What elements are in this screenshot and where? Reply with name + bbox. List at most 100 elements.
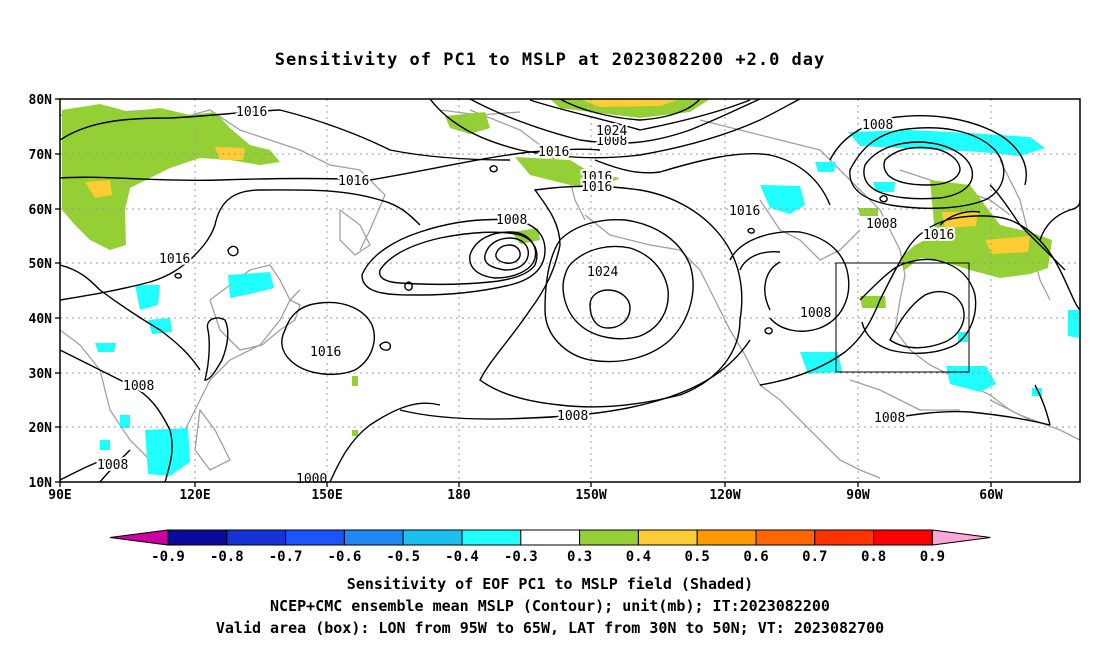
- colorbar-cell: [755, 529, 816, 546]
- positive-shading-green: [550, 99, 710, 118]
- colorbar-cell: [226, 529, 287, 546]
- sensitivity-shading: [62, 99, 1080, 476]
- colorbar-cell: [579, 529, 639, 546]
- contour-label: 1016: [310, 345, 341, 360]
- negative-shading-cyan: [120, 415, 130, 428]
- negative-shading-cyan: [815, 162, 836, 172]
- lon-tick-label: 90W: [846, 488, 870, 503]
- colorbar-tick-label: -0.3: [504, 549, 538, 565]
- lon-tick-label: 120E: [179, 488, 210, 503]
- contour-label: 1008: [800, 306, 831, 321]
- negative-shading-cyan: [800, 352, 842, 374]
- positive-shading-yellow: [985, 236, 1030, 254]
- negative-shading-cyan: [228, 272, 274, 298]
- contour-label: 1008: [866, 217, 897, 232]
- lat-tick-label: 20N: [29, 421, 53, 436]
- negative-shading-cyan: [760, 185, 805, 214]
- positive-shading-green: [62, 104, 280, 250]
- lat-tick-label: 60N: [29, 203, 53, 218]
- contour-label: 1016: [581, 170, 612, 185]
- contour-label: 1016: [923, 228, 954, 243]
- colorbar-tick-label: -0.5: [386, 549, 420, 565]
- contour-label: 1000: [296, 472, 327, 487]
- lat-tick-labels: 80N 70N 60N 50N 40N 30N 20N 10N: [29, 93, 53, 491]
- negative-shading-cyan: [135, 285, 160, 310]
- caption-shading: Sensitivity of EOF PC1 to MSLP field (Sh…: [346, 575, 754, 593]
- map-panel: 1016 1016 1016 1016 1016 1016 1016 1016 …: [29, 93, 1081, 503]
- colorbar-tick-label: 0.3: [567, 549, 592, 565]
- contour-label: 1008: [862, 118, 893, 133]
- lat-tick-label: 30N: [29, 367, 53, 382]
- colorbar-tick-label: -0.9: [151, 549, 185, 565]
- colorbar-tick-label: -0.4: [445, 549, 479, 565]
- colorbar-cell: [696, 529, 757, 546]
- positive-shading-green: [352, 376, 358, 386]
- lon-tick-labels: 90E 120E 150E 180 150W 120W 90W 60W: [48, 488, 1003, 503]
- positive-shading-yellow: [580, 99, 680, 107]
- positive-shading-yellow: [85, 180, 112, 198]
- positive-shading-green: [860, 296, 886, 308]
- contour-label: 1016: [236, 105, 267, 120]
- lat-tick-label: 70N: [29, 148, 53, 163]
- lat-tick-label: 10N: [29, 476, 53, 491]
- colorbar-cell: [343, 529, 404, 546]
- valid-area-box: [835, 262, 970, 373]
- colorbar-cell: [167, 529, 228, 546]
- positive-shading-green: [445, 112, 490, 134]
- colorbar-cell: [520, 529, 581, 546]
- negative-shading-cyan: [873, 182, 895, 192]
- contour-label: 1008: [557, 409, 588, 424]
- lon-tick-label: 90E: [48, 488, 71, 503]
- contour-label: 1024: [587, 265, 618, 280]
- positive-shading-green: [900, 180, 1052, 278]
- contour-label: 1016: [729, 204, 760, 219]
- caption-contour: NCEP+CMC ensemble mean MSLP (Contour); u…: [270, 597, 830, 615]
- colorbar: -0.9 -0.8 -0.7 -0.6 -0.5 -0.4 -0.3 0.3 0.4 0.5 0.6…: [109, 529, 991, 565]
- contour-label: 1008: [97, 458, 128, 473]
- plot-title: Sensitivity of PC1 to MSLP at 2023082200…: [274, 50, 826, 70]
- colorbar-tick-label: 0.6: [743, 549, 768, 565]
- colorbar-extend-low: [109, 529, 169, 546]
- colorbar-cell: [461, 529, 522, 546]
- contour-labels: 1016 1016 1016 1016 1016 1016 1016 1016 …: [95, 103, 956, 489]
- caption-valid-area: Valid area (box): LON from 95W to 65W, L…: [215, 619, 885, 637]
- colorbar-tick-label: -0.7: [269, 549, 303, 565]
- lon-tick-label: 60W: [979, 488, 1003, 503]
- contour-label: 1008: [596, 134, 627, 149]
- lat-tick-label: 40N: [29, 312, 53, 327]
- contour-label: 1016: [338, 174, 369, 189]
- lat-tick-label: 80N: [29, 93, 53, 108]
- positive-shading-green: [515, 157, 620, 188]
- negative-shading-cyan: [1068, 310, 1080, 338]
- colorbar-tick-label: 0.7: [802, 549, 827, 565]
- lon-tick-label: 120W: [709, 488, 740, 503]
- negative-shading-cyan: [95, 343, 116, 352]
- mslp-contours: [60, 99, 1080, 482]
- colorbar-tick-label: 0.5: [685, 549, 710, 565]
- contour-label: 1016: [159, 252, 190, 267]
- positive-shading-green: [352, 430, 358, 436]
- negative-shading-cyan: [100, 440, 110, 450]
- colorbar-cell: [814, 529, 875, 546]
- lon-tick-label: 150E: [311, 488, 342, 503]
- colorbar-tick-label: -0.8: [210, 549, 244, 565]
- lat-tick-label: 50N: [29, 257, 53, 272]
- colorbar-extend-high: [931, 529, 991, 546]
- contour-label: 1008: [123, 379, 154, 394]
- axis-ticks: [55, 98, 992, 487]
- lon-tick-label: 180: [447, 488, 471, 503]
- contour-label: 1024: [596, 124, 627, 139]
- negative-shading-cyan: [848, 130, 1045, 156]
- colorbar-cell: [873, 529, 933, 546]
- colorbar-cell: [637, 529, 698, 546]
- colorbar-cell: [402, 529, 463, 546]
- colorbar-tick-label: 0.8: [861, 549, 886, 565]
- negative-shading-cyan: [145, 428, 190, 476]
- contour-label: 1008: [496, 213, 527, 228]
- colorbar-cell: [285, 529, 345, 546]
- lon-tick-label: 150W: [575, 488, 606, 503]
- contour-label: 1016: [581, 180, 612, 195]
- colorbar-tick-label: -0.6: [328, 549, 362, 565]
- contour-label: 1008: [874, 411, 905, 426]
